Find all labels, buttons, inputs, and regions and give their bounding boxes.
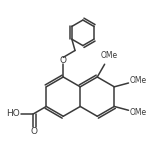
Text: OMe: OMe [101,51,118,60]
Text: HO: HO [6,109,20,118]
Text: OMe: OMe [129,108,147,117]
Text: O: O [60,56,67,65]
Text: OMe: OMe [129,76,147,85]
Text: O: O [31,127,38,136]
